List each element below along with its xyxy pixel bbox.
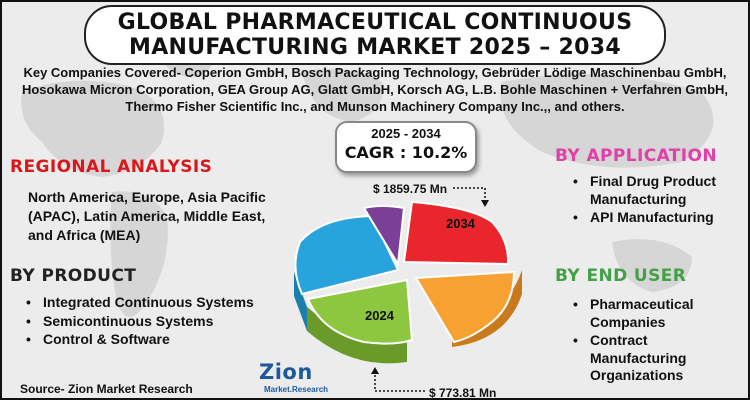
application-item: API Manufacturing <box>573 209 743 227</box>
end-user-item: Pharmaceutical Companies <box>573 296 743 331</box>
market-value-2034: $ 1859.75 Mn <box>373 182 448 196</box>
product-item: Semicontinuous Systems <box>26 313 254 331</box>
pie-slice-red <box>402 200 510 266</box>
zion-logo: Zion Market.Research <box>255 360 328 396</box>
slice-label-2024: 2024 <box>365 308 395 323</box>
cagr-years: 2025 - 2034 <box>371 126 441 141</box>
pie-slice-purple <box>362 205 406 268</box>
pie-slice-side-orange <box>415 270 522 347</box>
product-item: Control & Software <box>26 331 254 349</box>
pie-slice-blue <box>294 214 400 296</box>
by-product-heading: BY PRODUCT <box>10 266 137 286</box>
source-text: Source- Zion Market Research <box>20 382 193 396</box>
cagr-value: CAGR : 10.2% <box>344 143 468 162</box>
title-banner: GLOBAL PHARMACEUTICAL CONTINUOUS MANUFAC… <box>84 5 666 65</box>
product-item: Integrated Continuous Systems <box>26 294 254 312</box>
product-list: Integrated Continuous Systems Semicontin… <box>26 294 254 350</box>
end-user-item: Contract Manufacturing Organizations <box>573 332 743 385</box>
regional-analysis-text: North America, Europe, Asia Pacific (APA… <box>28 189 266 243</box>
callout-arrow-2034 <box>453 187 486 202</box>
by-application-heading: BY APPLICATION <box>555 146 718 166</box>
logo-subtitle: Market.Research <box>264 385 329 394</box>
regional-analysis-heading: REGIONAL ANALYSIS <box>10 157 213 177</box>
cagr-box: 2025 - 2034 CAGR : 10.2% <box>335 121 477 173</box>
pie-slice-orange <box>414 270 516 344</box>
end-user-list: Pharmaceutical Companies Contract Manufa… <box>573 296 743 386</box>
application-list: Final Drug Product Manufacturing API Man… <box>573 173 743 228</box>
pie-slice-green <box>306 278 414 345</box>
logo-wordmark: Zion <box>259 360 313 384</box>
pie-slice-side-blue <box>294 272 307 331</box>
callout-arrow-2024 <box>374 373 425 392</box>
by-end-user-heading: BY END USER <box>555 266 687 286</box>
slice-label-2034: 2034 <box>446 216 476 231</box>
application-item: Final Drug Product Manufacturing <box>573 173 743 208</box>
title-line-2: MANUFACTURING MARKET 2025 – 2034 <box>129 35 621 60</box>
market-value-2024: $ 773.81 Mn <box>429 386 497 400</box>
title-line-1: GLOBAL PHARMACEUTICAL CONTINUOUS <box>117 10 633 35</box>
key-companies-text: Key Companies Covered- Coperion GmbH, Bo… <box>21 65 729 114</box>
